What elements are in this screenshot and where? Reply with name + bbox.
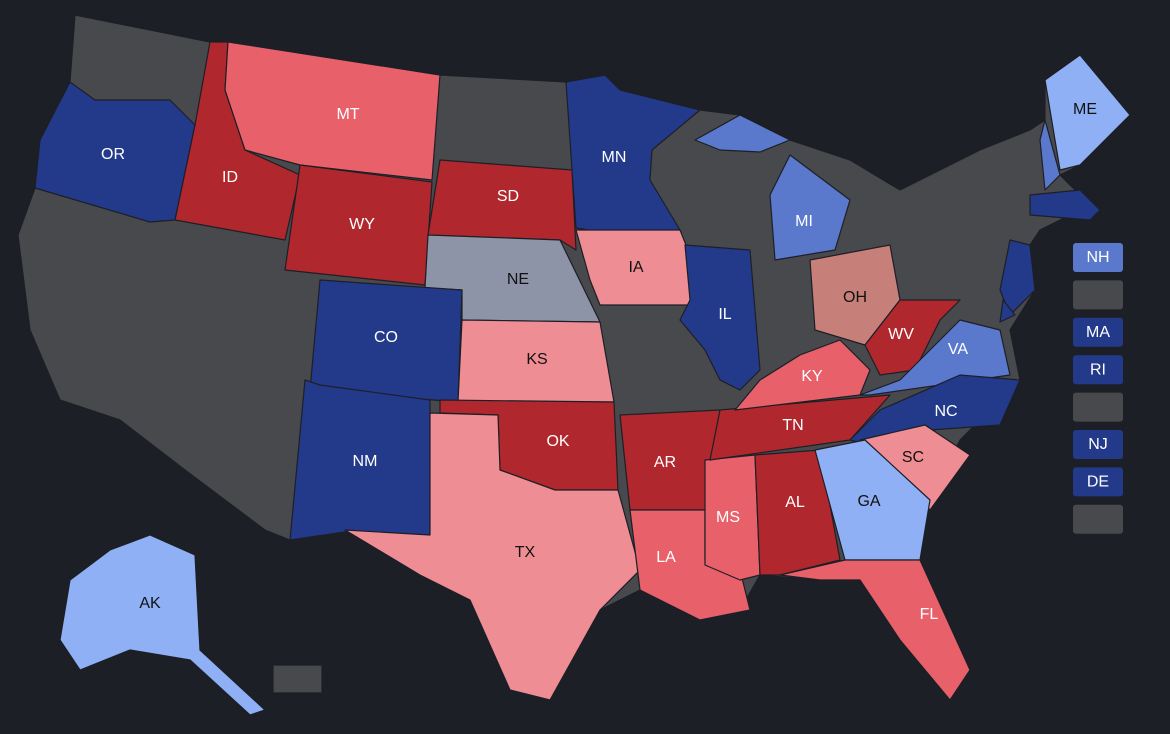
side-box bbox=[1073, 392, 1123, 422]
state bbox=[694, 114, 791, 153]
state-label: WV bbox=[888, 326, 914, 343]
state-label: AR bbox=[654, 454, 676, 471]
hawaii-box bbox=[272, 664, 323, 694]
state-label: ID bbox=[222, 169, 238, 186]
state-label: KY bbox=[801, 368, 823, 385]
side-boxes: NH MA RI NJ DE bbox=[1073, 243, 1123, 534]
state-label: AK bbox=[139, 595, 161, 612]
side-box bbox=[1073, 243, 1123, 272]
side-box bbox=[1073, 430, 1123, 459]
state bbox=[769, 154, 851, 261]
small-state bbox=[1029, 189, 1101, 221]
state-label: LA bbox=[656, 549, 676, 566]
state-label: IL bbox=[718, 306, 731, 323]
state bbox=[814, 439, 931, 561]
state-label: KS bbox=[526, 351, 547, 368]
state-label: MT bbox=[336, 106, 359, 123]
side-box-label: MA bbox=[1086, 324, 1110, 341]
side-box bbox=[1073, 467, 1123, 497]
side-box-label: RI bbox=[1090, 361, 1106, 378]
state bbox=[344, 412, 641, 701]
state-label: OH bbox=[843, 289, 867, 306]
state bbox=[427, 159, 577, 251]
states: OR ID MT WY SD NE CO KS NM OK TX MN IA IL AR LA MS AL TN KY… bbox=[34, 41, 1131, 716]
state-label: MN bbox=[602, 149, 627, 166]
state-label: FL bbox=[920, 606, 939, 623]
state-label: SC bbox=[902, 449, 924, 466]
state-label: AL bbox=[785, 494, 805, 511]
state bbox=[704, 454, 761, 581]
state-label: MS bbox=[716, 509, 740, 526]
state-label: NM bbox=[353, 453, 378, 470]
state bbox=[1044, 54, 1131, 171]
state bbox=[779, 559, 971, 701]
small-state bbox=[999, 239, 1036, 316]
state-label: NE bbox=[507, 271, 529, 288]
state-label: TX bbox=[515, 544, 536, 561]
state-label: GA bbox=[857, 493, 880, 510]
side-box bbox=[1073, 504, 1123, 534]
state-label: ME bbox=[1073, 101, 1097, 118]
small-state bbox=[999, 299, 1016, 323]
state-label: OK bbox=[546, 433, 569, 450]
state-label: MI bbox=[795, 213, 813, 230]
state bbox=[59, 534, 266, 716]
state-label: TN bbox=[782, 417, 803, 434]
state-label: NC bbox=[934, 403, 957, 420]
state-label: IA bbox=[628, 259, 643, 276]
side-box-label: NH bbox=[1086, 249, 1109, 266]
side-box bbox=[1073, 280, 1123, 310]
state-label: VA bbox=[948, 341, 968, 358]
state-label: SD bbox=[497, 188, 519, 205]
side-box-label: DE bbox=[1087, 474, 1109, 491]
state bbox=[289, 379, 431, 541]
side-box bbox=[1073, 317, 1123, 347]
state bbox=[679, 244, 761, 391]
side-box bbox=[1073, 355, 1123, 385]
small-state bbox=[1039, 119, 1061, 191]
state-label: OR bbox=[101, 146, 125, 163]
state-label: CO bbox=[374, 329, 398, 346]
state bbox=[864, 299, 961, 376]
state-label: WY bbox=[349, 216, 375, 233]
side-box-label: NJ bbox=[1088, 436, 1108, 453]
